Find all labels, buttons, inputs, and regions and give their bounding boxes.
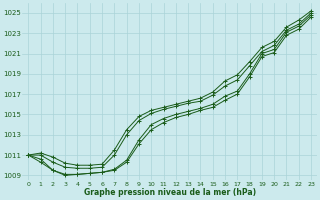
X-axis label: Graphe pression niveau de la mer (hPa): Graphe pression niveau de la mer (hPa) [84, 188, 256, 197]
